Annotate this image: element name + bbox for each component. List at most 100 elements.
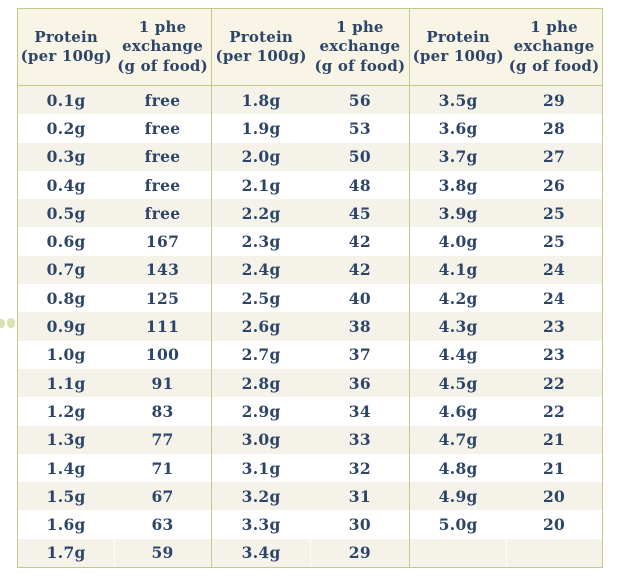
phe-exchange-cell: 37	[348, 345, 371, 365]
protein-cell: 4.1g	[438, 260, 478, 280]
phe-exchange-cell: 33	[348, 430, 371, 450]
table-row: 4.1g 24	[410, 255, 602, 285]
header-line: 1 phe	[530, 18, 578, 37]
protein-cell: 2.7g	[241, 345, 281, 365]
protein-cell: 2.8g	[241, 373, 281, 393]
phe-exchange-cell: 38	[348, 317, 371, 337]
table-row: 3.4g 29	[211, 538, 410, 568]
table-row: 1.8g 56	[211, 86, 410, 115]
phe-exchange-cell: 63	[151, 515, 174, 535]
protein-cell: 4.9g	[438, 486, 478, 506]
table-row: 4.7g 21	[410, 425, 602, 454]
protein-cell: 4.5g	[438, 373, 478, 393]
phe-exchange-table: Protein (per 100g) 1 phe exchange (g of food…	[17, 8, 603, 568]
phe-exchange-cell: 42	[348, 260, 371, 280]
phe-exchange-cell: 24	[542, 260, 566, 280]
phe-exchange-cell: 23	[542, 317, 566, 337]
phe-exchange-cell: 91	[151, 373, 174, 393]
protein-cell: 1.8g	[241, 90, 281, 110]
table-pane: Protein (per 100g) 1 phe exchange (g of food…	[409, 9, 602, 568]
table-row: 0.7g 143	[18, 255, 211, 285]
protein-cell: 0.5g	[46, 203, 86, 223]
protein-cell: 3.5g	[438, 90, 478, 110]
header-protein-cell: Protein (per 100g)	[212, 9, 311, 85]
phe-exchange-cell: free	[144, 118, 181, 138]
protein-cell: 1.5g	[46, 486, 86, 506]
phe-exchange-cell: 143	[145, 260, 180, 280]
protein-cell: 3.8g	[438, 175, 478, 195]
table-row: 1.5g 67	[18, 482, 211, 511]
protein-cell: 2.0g	[241, 147, 281, 167]
table-row: 1.4g 71	[18, 454, 211, 482]
table-row: 4.4g 23	[410, 341, 602, 369]
protein-cell: 1.6g	[46, 515, 86, 535]
phe-exchange-cell: 21	[542, 430, 566, 450]
protein-cell: 0.7g	[46, 260, 86, 280]
protein-cell: 1.1g	[46, 373, 86, 393]
header-line: exchange	[513, 37, 595, 56]
table-row: 2.2g 45	[211, 199, 410, 228]
table-row: 3.0g 33	[211, 425, 410, 454]
header-line: (g of food)	[508, 56, 600, 75]
table-header-row: Protein (per 100g) 1 phe exchange (g of food…	[211, 9, 410, 86]
protein-cell: 2.2g	[241, 203, 281, 223]
table-row: 3.1g 32	[212, 454, 410, 482]
table-row: 0.3g free	[18, 142, 211, 171]
protein-cell: 2.6g	[241, 317, 281, 337]
table-row: 3.5g 29	[410, 86, 602, 115]
table-row: 2.5g 40	[212, 284, 410, 312]
protein-cell: 2.3g	[241, 232, 281, 252]
protein-cell: 3.9g	[438, 203, 478, 223]
protein-cell: 4.7g	[438, 430, 478, 450]
phe-exchange-cell: 21	[542, 458, 566, 478]
header-line: Protein	[426, 27, 491, 46]
header-line: 1 phe	[138, 18, 187, 37]
table-row: 0.6g 167	[18, 227, 211, 255]
table-row: 0.5g free	[18, 199, 211, 228]
protein-cell: 4.8g	[438, 458, 478, 478]
protein-cell: 0.2g	[46, 118, 86, 138]
table-body: 1.8g 56 1.9g 53 2.0g 50 2.1g 48 2.2g 45 2.3g 42 2.4g…	[211, 86, 410, 568]
table-row: 2.4g 42	[211, 255, 410, 285]
header-phe-cell: 1 phe exchange (g of food)	[114, 9, 210, 85]
phe-exchange-cell: 26	[542, 175, 566, 195]
table-row: 0.2g free	[18, 114, 211, 142]
table-row: 3.9g 25	[410, 199, 602, 228]
phe-exchange-cell: 31	[348, 486, 371, 506]
protein-cell: 2.1g	[241, 175, 281, 195]
table-row: 1.2g 83	[18, 397, 211, 425]
phe-exchange-cell: 77	[151, 430, 174, 450]
table-row: 4.8g 21	[410, 454, 602, 482]
table-row: 2.7g 37	[212, 341, 410, 369]
phe-exchange-cell: free	[144, 175, 181, 195]
protein-cell: 1.7g	[46, 543, 86, 563]
phe-exchange-cell: 67	[151, 486, 174, 506]
protein-cell: 1.9g	[241, 118, 281, 138]
table-row: 4.0g 25	[410, 227, 602, 255]
protein-cell: 5.0g	[438, 515, 478, 535]
protein-cell: 3.3g	[241, 515, 281, 535]
header-protein-cell: Protein (per 100g)	[410, 9, 506, 85]
phe-exchange-cell: 36	[348, 373, 371, 393]
table-row: 4.2g 24	[410, 284, 602, 312]
header-line: (g of food)	[314, 56, 406, 75]
protein-cell: 4.0g	[438, 232, 478, 252]
protein-cell: 3.6g	[438, 118, 478, 138]
phe-exchange-cell: 71	[151, 458, 174, 478]
table-row: 4.5g 22	[410, 368, 602, 398]
phe-exchange-cell: 29	[348, 543, 371, 563]
protein-cell: 0.4g	[46, 175, 86, 195]
phe-exchange-cell: 32	[348, 458, 371, 478]
protein-cell: 0.8g	[46, 288, 86, 308]
header-line: 1 phe	[336, 18, 384, 37]
table-row: 3.8g 26	[410, 171, 602, 199]
table-row: 4.9g 20	[410, 482, 602, 511]
phe-exchange-cell: 48	[348, 175, 371, 195]
protein-cell: 3.0g	[241, 430, 281, 450]
table-row: 4.6g 22	[410, 397, 602, 425]
table-row: 0.9g 111	[18, 312, 211, 341]
table-row: 0.8g 125	[18, 284, 211, 312]
table-row: 1.6g 63	[18, 510, 211, 538]
phe-exchange-cell: 25	[542, 232, 566, 252]
